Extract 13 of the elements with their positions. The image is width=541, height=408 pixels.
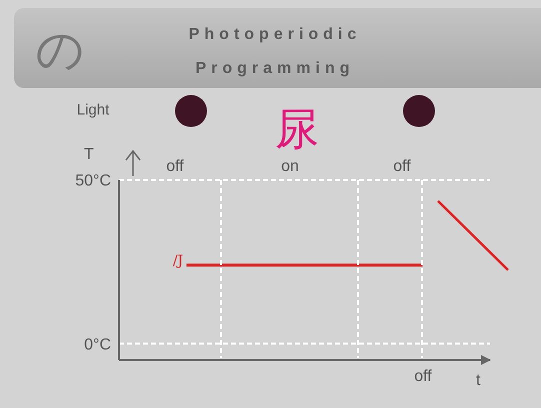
text: の: [36, 22, 84, 78]
y-tick-label: 0°C: [84, 336, 111, 354]
text: off: [166, 158, 184, 175]
text: 尿: [275, 104, 319, 155]
text: off: [414, 368, 432, 385]
text: Light: [76, 102, 110, 118]
x-axis-title: t: [476, 372, 480, 390]
annotation: /J: [172, 253, 184, 269]
y-tick-label: 50°C: [75, 172, 111, 190]
text: on: [281, 158, 299, 175]
y-axis-title: T: [84, 146, 94, 164]
text: off: [393, 158, 411, 175]
chart-title: Photoperiodic Programming: [188, 25, 362, 79]
